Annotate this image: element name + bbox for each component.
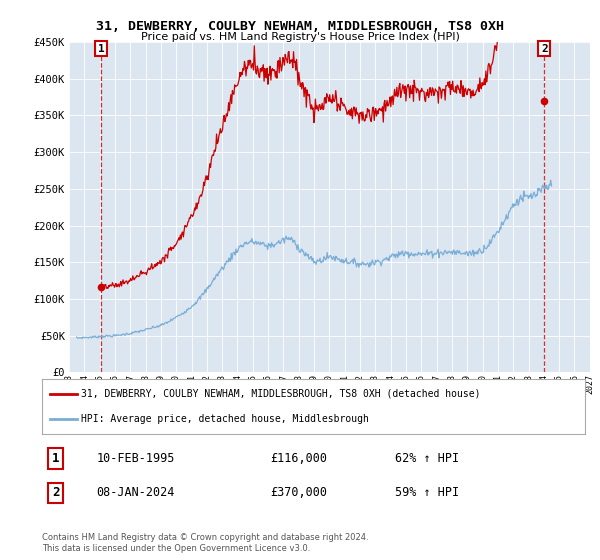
- Text: 2: 2: [52, 487, 59, 500]
- Text: £116,000: £116,000: [270, 452, 327, 465]
- Bar: [69, 42, 100, 372]
- Text: 62% ↑ HPI: 62% ↑ HPI: [395, 452, 459, 465]
- Text: 2: 2: [541, 44, 548, 54]
- Text: 1: 1: [52, 452, 59, 465]
- Bar: [548, 42, 590, 372]
- Text: 59% ↑ HPI: 59% ↑ HPI: [395, 487, 459, 500]
- Text: HPI: Average price, detached house, Middlesbrough: HPI: Average price, detached house, Midd…: [81, 414, 369, 424]
- Text: £370,000: £370,000: [270, 487, 327, 500]
- Text: 31, DEWBERRY, COULBY NEWHAM, MIDDLESBROUGH, TS8 0XH: 31, DEWBERRY, COULBY NEWHAM, MIDDLESBROU…: [96, 20, 504, 32]
- Text: Price paid vs. HM Land Registry's House Price Index (HPI): Price paid vs. HM Land Registry's House …: [140, 32, 460, 43]
- Text: 31, DEWBERRY, COULBY NEWHAM, MIDDLESBROUGH, TS8 0XH (detached house): 31, DEWBERRY, COULBY NEWHAM, MIDDLESBROU…: [81, 389, 481, 399]
- Text: 10-FEB-1995: 10-FEB-1995: [97, 452, 175, 465]
- Text: Contains HM Land Registry data © Crown copyright and database right 2024.
This d: Contains HM Land Registry data © Crown c…: [42, 533, 368, 553]
- Text: 1: 1: [98, 44, 104, 54]
- Text: 08-JAN-2024: 08-JAN-2024: [97, 487, 175, 500]
